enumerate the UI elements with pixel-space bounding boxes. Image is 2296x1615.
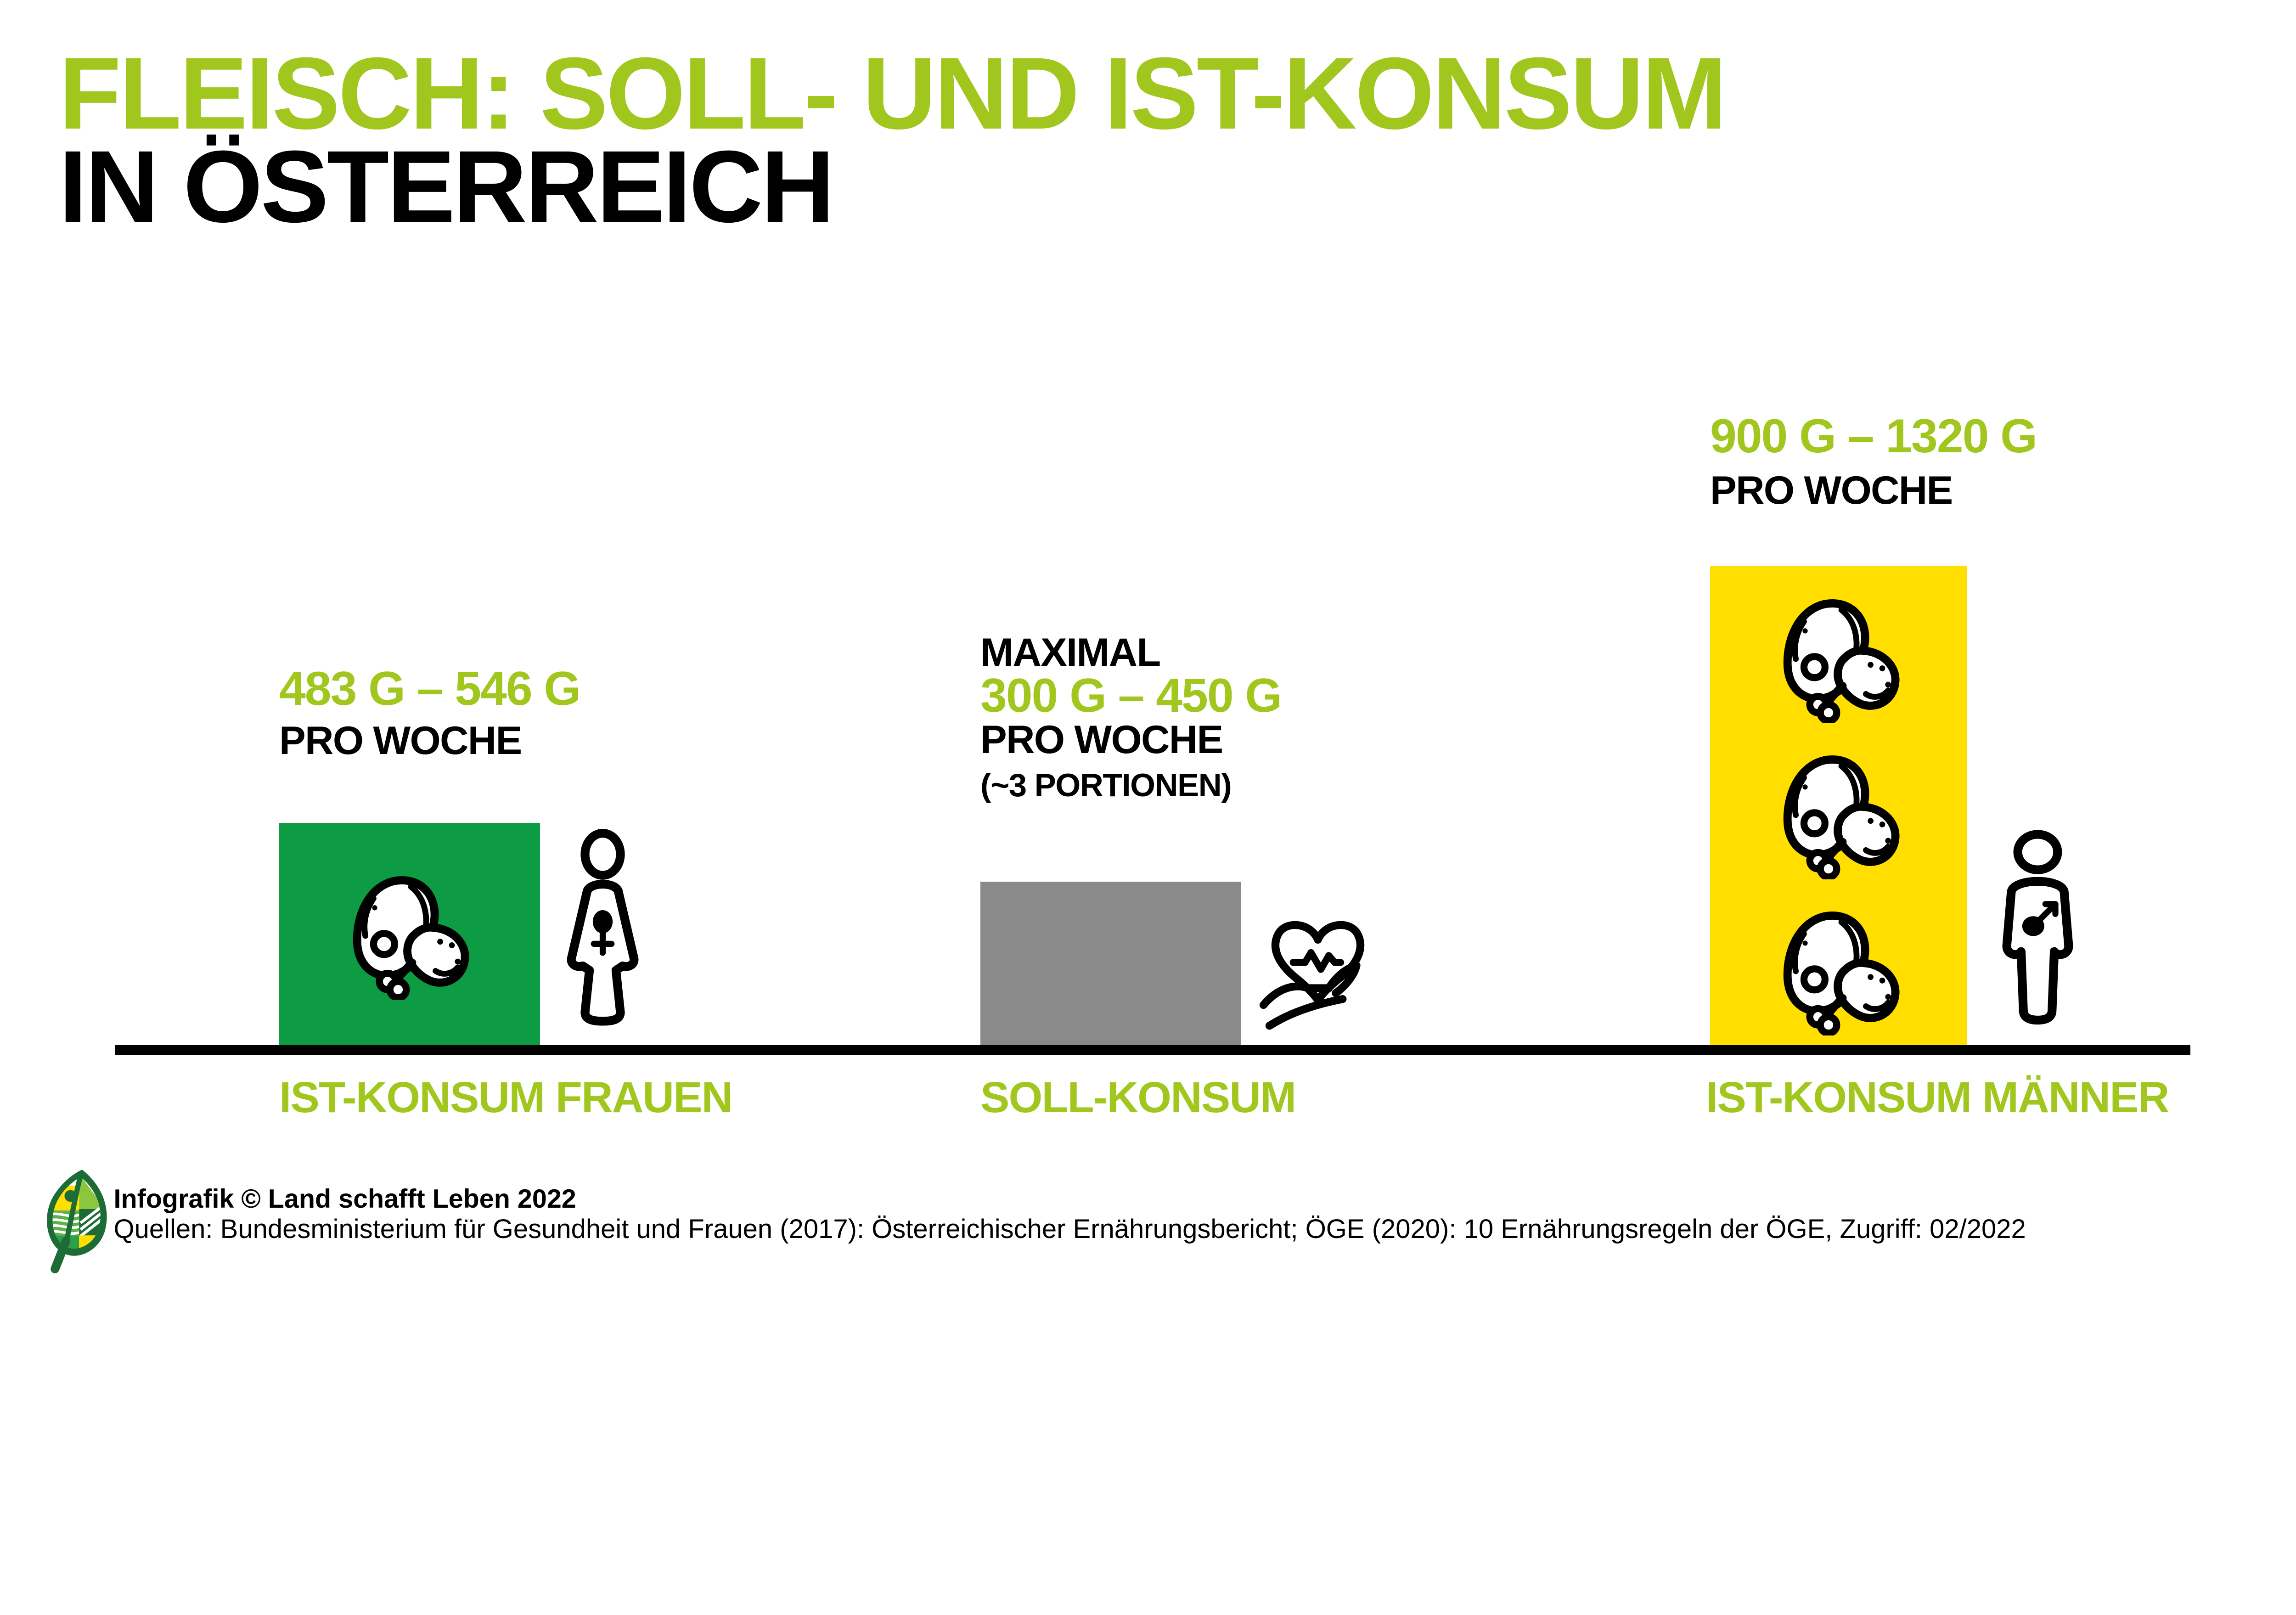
frauen-unit: PRO WOCHE (279, 719, 522, 763)
heart-hand-icon (1254, 898, 1382, 1047)
axis-label-frauen: IST-KONSUM FRAUEN (279, 1073, 733, 1122)
meat-icon (340, 872, 484, 1000)
male-figure (1988, 829, 2087, 1050)
axis-label-soll: SOLL-KONSUM (980, 1073, 1296, 1122)
meat-icon (1770, 751, 1915, 879)
bar-soll-konsum (980, 882, 1241, 1050)
female-figure (560, 829, 645, 1050)
infographic-canvas: FLEISCH: SOLL- UND IST-KONSUM IN ÖSTERRE… (37, 36, 2190, 1277)
footer-sources: Quellen: Bundesministerium für Gesundhei… (113, 1214, 2026, 1244)
soll-value-range: 300 G – 450 G (980, 669, 1282, 722)
baseline-axis (115, 1045, 2190, 1055)
meat-icon (1770, 907, 1915, 1035)
frauen-value-range: 483 G – 546 G (279, 662, 581, 715)
meat-icon (1770, 595, 1915, 723)
soll-unit: PRO WOCHE (980, 717, 1223, 762)
axis-label-maenner: IST-KONSUM MÄNNER (1706, 1073, 2169, 1122)
maenner-value-range: 900 G – 1320 G (1710, 409, 2037, 463)
soll-prefix: MAXIMAL (980, 630, 1161, 675)
soll-portion-note: (~3 PORTIONEN) (980, 767, 1232, 803)
footer-credit: Infografik © Land schafft Leben 2022 (113, 1184, 576, 1214)
maenner-unit: PRO WOCHE (1710, 468, 1953, 512)
page-title-line2: IN ÖSTERREICH (59, 130, 835, 244)
page-title-line1: FLEISCH: SOLL- UND IST-KONSUM (59, 36, 1727, 151)
land-schafft-leben-leaf-logo (37, 1166, 117, 1277)
